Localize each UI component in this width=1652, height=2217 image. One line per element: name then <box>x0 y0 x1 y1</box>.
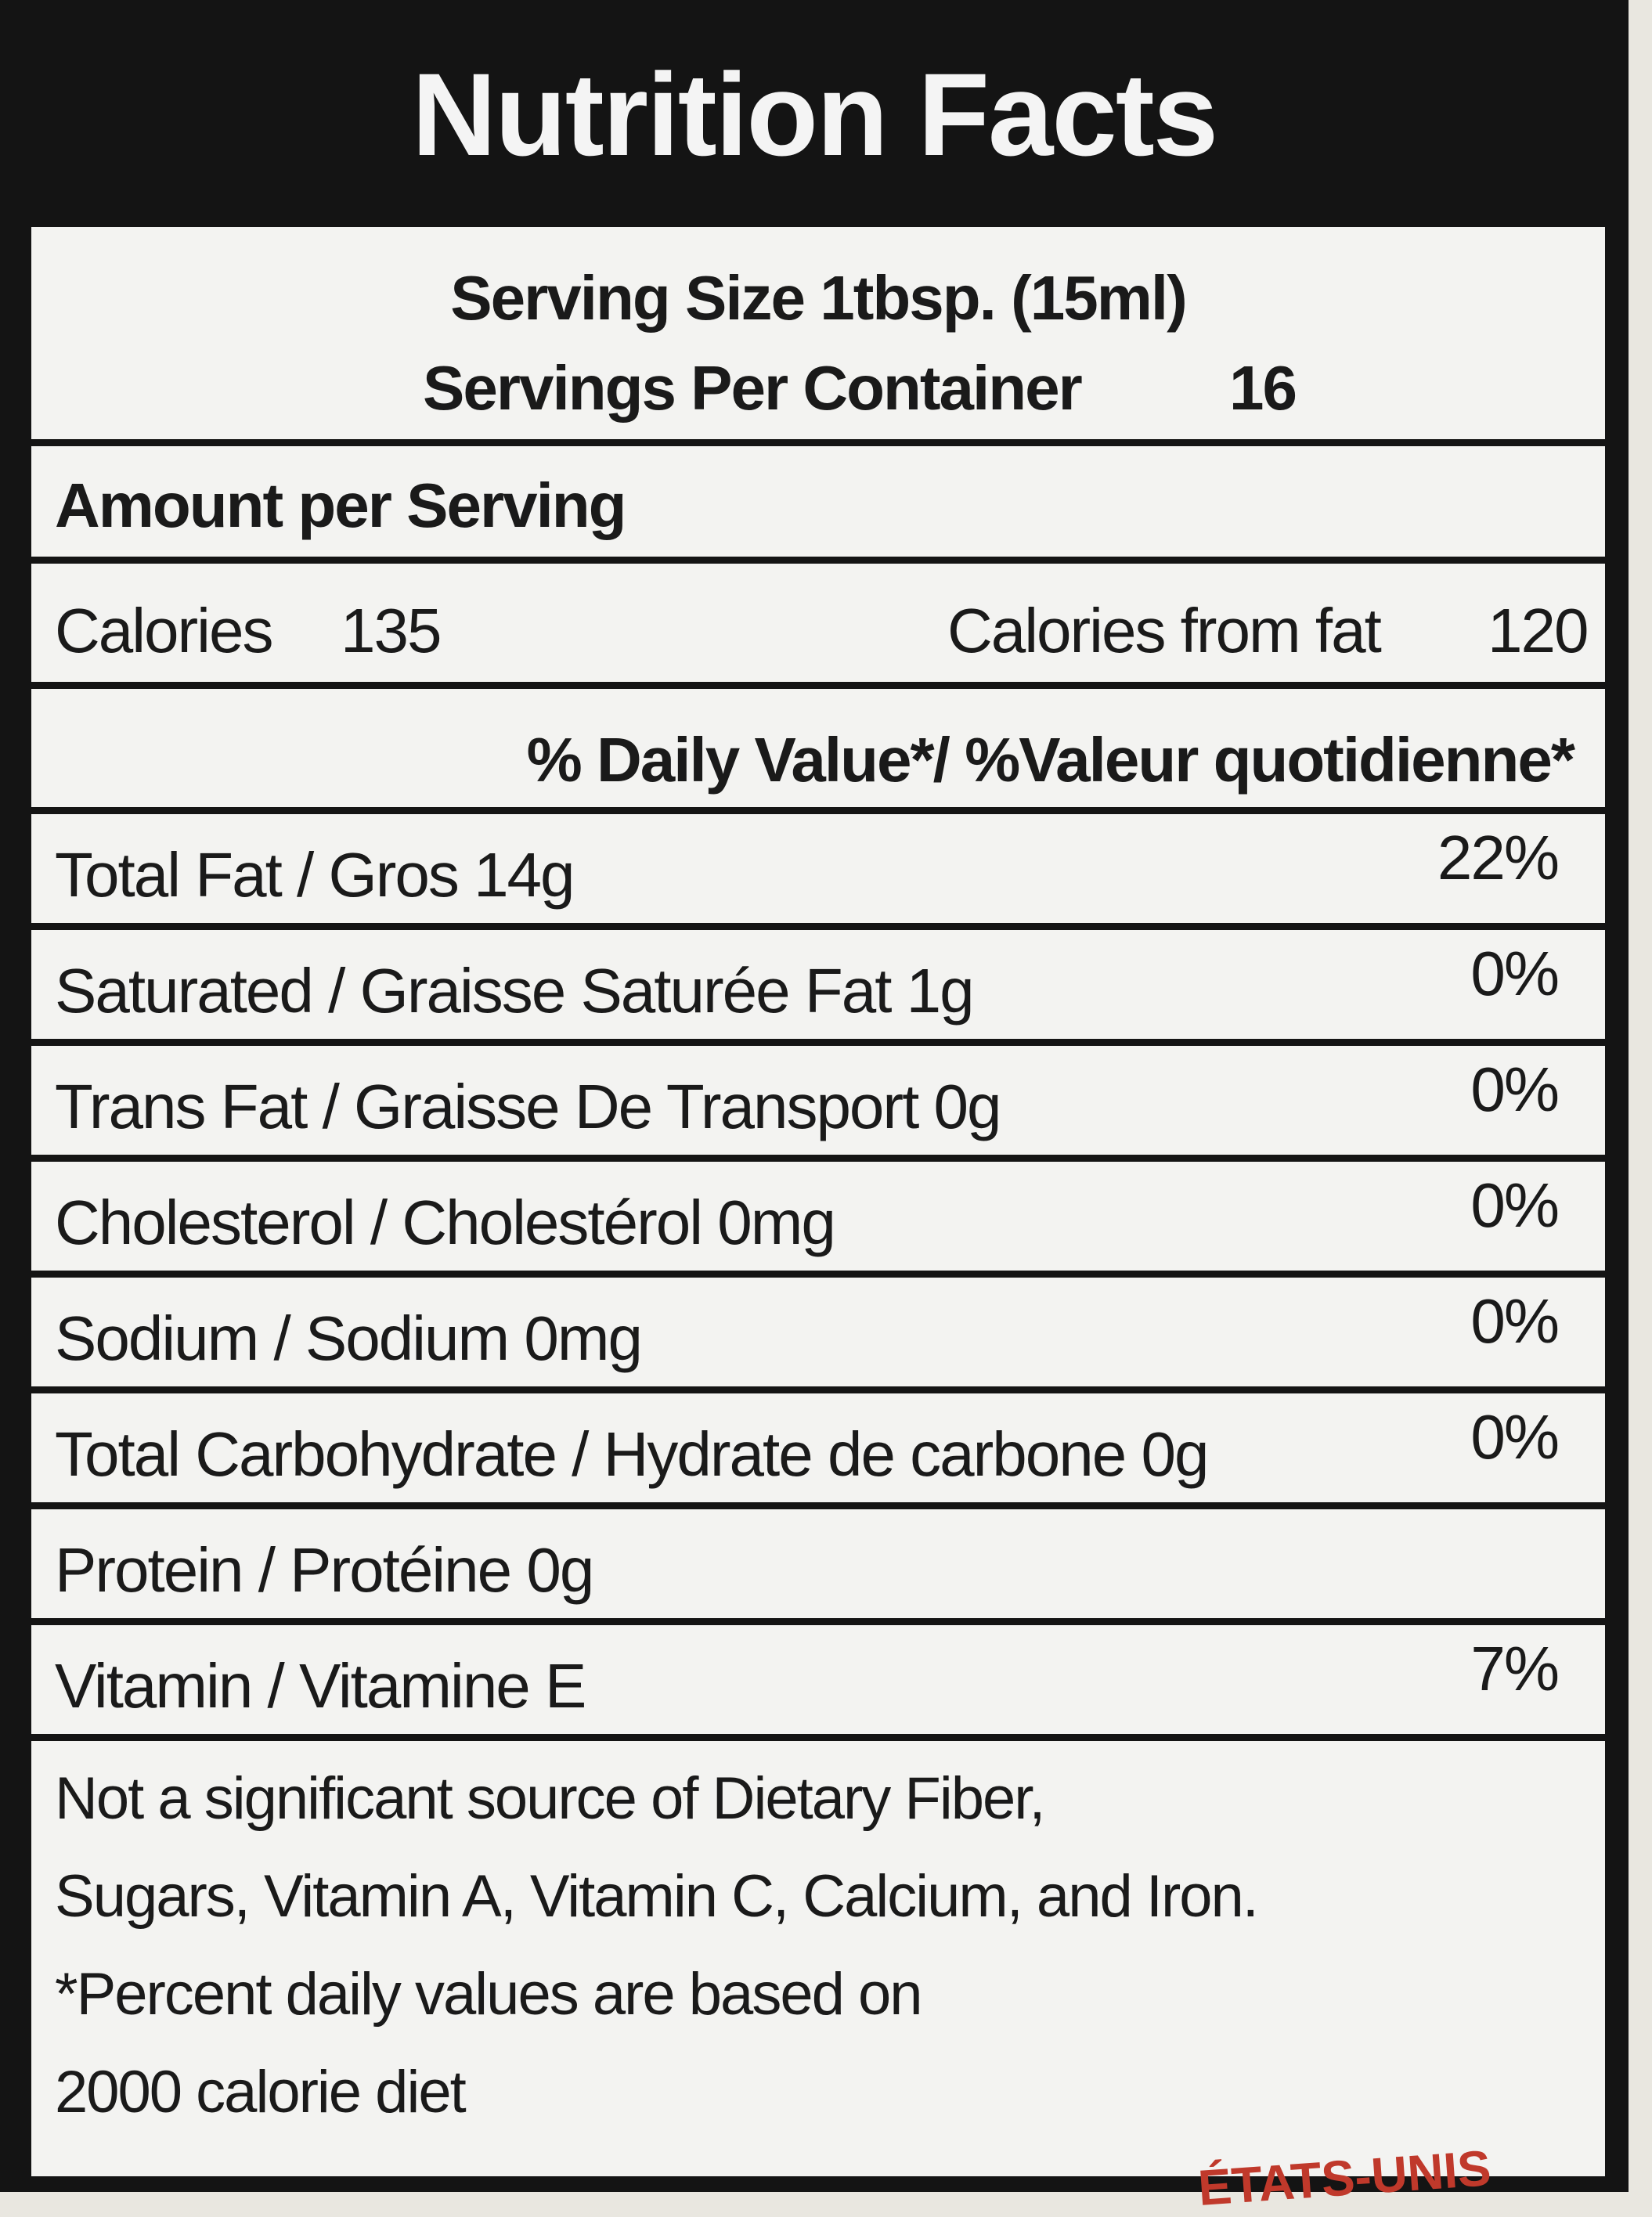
nutrient-percent: 0% <box>1470 939 1560 1008</box>
daily-value-section: % Daily Value*/ %Valeur quotidienne* <box>31 689 1605 814</box>
nutrient-label: Total Fat / Gros 14g <box>55 840 575 910</box>
nutrient-label: Saturated / Graisse Saturée Fat 1g <box>55 956 975 1026</box>
footnote-line: Not a significant source of Dietary Fibe… <box>55 1765 1045 1832</box>
nutrient-row: Total Fat / Gros 14g 22% <box>31 814 1605 930</box>
nutrient-row: Vitamin / Vitamine E 7% <box>31 1625 1605 1741</box>
calories-fat-label: Calories from fat <box>947 596 1382 665</box>
footnote-section: Not a significant source of Dietary Fibe… <box>31 1741 1605 2172</box>
nutrient-percent: 0% <box>1470 1286 1560 1356</box>
serving-size: Serving Size 1tbsp. (15ml) <box>450 263 1187 333</box>
nutrient-percent: 0% <box>1470 1170 1560 1240</box>
nutrient-percent: 0% <box>1470 1054 1560 1124</box>
nutrient-percent: 0% <box>1470 1402 1560 1472</box>
nutrient-label: Sodium / Sodium 0mg <box>55 1303 643 1373</box>
calories-value: 135 <box>341 596 442 665</box>
serving-section: Serving Size 1tbsp. (15ml) Servings Per … <box>31 227 1605 446</box>
amount-per-serving: Amount per Serving <box>55 470 627 540</box>
nutrient-row: Trans Fat / Graisse De Transport 0g 0% <box>31 1046 1605 1162</box>
servings-value: 16 <box>1229 353 1297 423</box>
daily-value-header: % Daily Value*/ %Valeur quotidienne* <box>526 725 1575 795</box>
title: Nutrition Facts <box>411 49 1218 180</box>
footnote-line: *Percent daily values are based on <box>55 1961 923 2028</box>
nutrient-percent: 22% <box>1437 823 1560 892</box>
calories-fat-value: 120 <box>1488 596 1589 665</box>
footnote-line: 2000 calorie diet <box>55 2059 467 2125</box>
nutrient-label: Total Carbohydrate / Hydrate de carbone … <box>55 1419 1209 1489</box>
amount-section: Amount per Serving <box>31 446 1605 564</box>
nutrient-row: Sodium / Sodium 0mg 0% <box>31 1278 1605 1393</box>
nutrient-row: Total Carbohydrate / Hydrate de carbone … <box>31 1393 1605 1509</box>
footnote-line: Sugars, Vitamin A, Vitamin C, Calcium, a… <box>55 1863 1259 1930</box>
nutrient-row: Cholesterol / Cholestérol 0mg 0% <box>31 1162 1605 1278</box>
nutrient-label: Vitamin / Vitamine E <box>55 1651 586 1721</box>
servings-label: Servings Per Container <box>423 353 1083 423</box>
calories-section: Calories 135 Calories from fat 120 <box>31 564 1605 689</box>
nutrient-label: Cholesterol / Cholestérol 0mg <box>55 1188 836 1257</box>
nutrient-percent: 7% <box>1470 1634 1560 1703</box>
calories-label: Calories <box>55 596 273 665</box>
nutrient-row: Protein / Protéine 0g <box>31 1509 1605 1625</box>
facts-panel: Serving Size 1tbsp. (15ml) Servings Per … <box>31 227 1605 2176</box>
nutrient-row: Saturated / Graisse Saturée Fat 1g 0% <box>31 930 1605 1046</box>
nutrient-label: Protein / Protéine 0g <box>55 1535 594 1605</box>
nutrient-label: Trans Fat / Graisse De Transport 0g <box>55 1072 1001 1141</box>
